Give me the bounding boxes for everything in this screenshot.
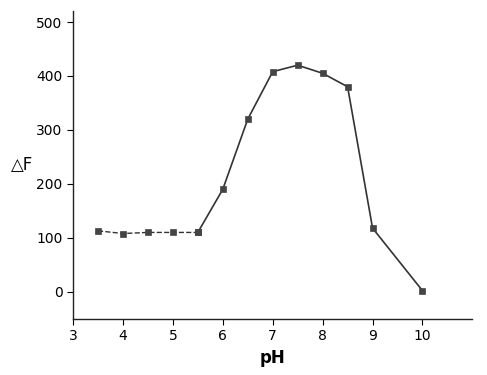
Y-axis label: △F: △F bbox=[11, 156, 34, 174]
X-axis label: pH: pH bbox=[260, 349, 285, 367]
